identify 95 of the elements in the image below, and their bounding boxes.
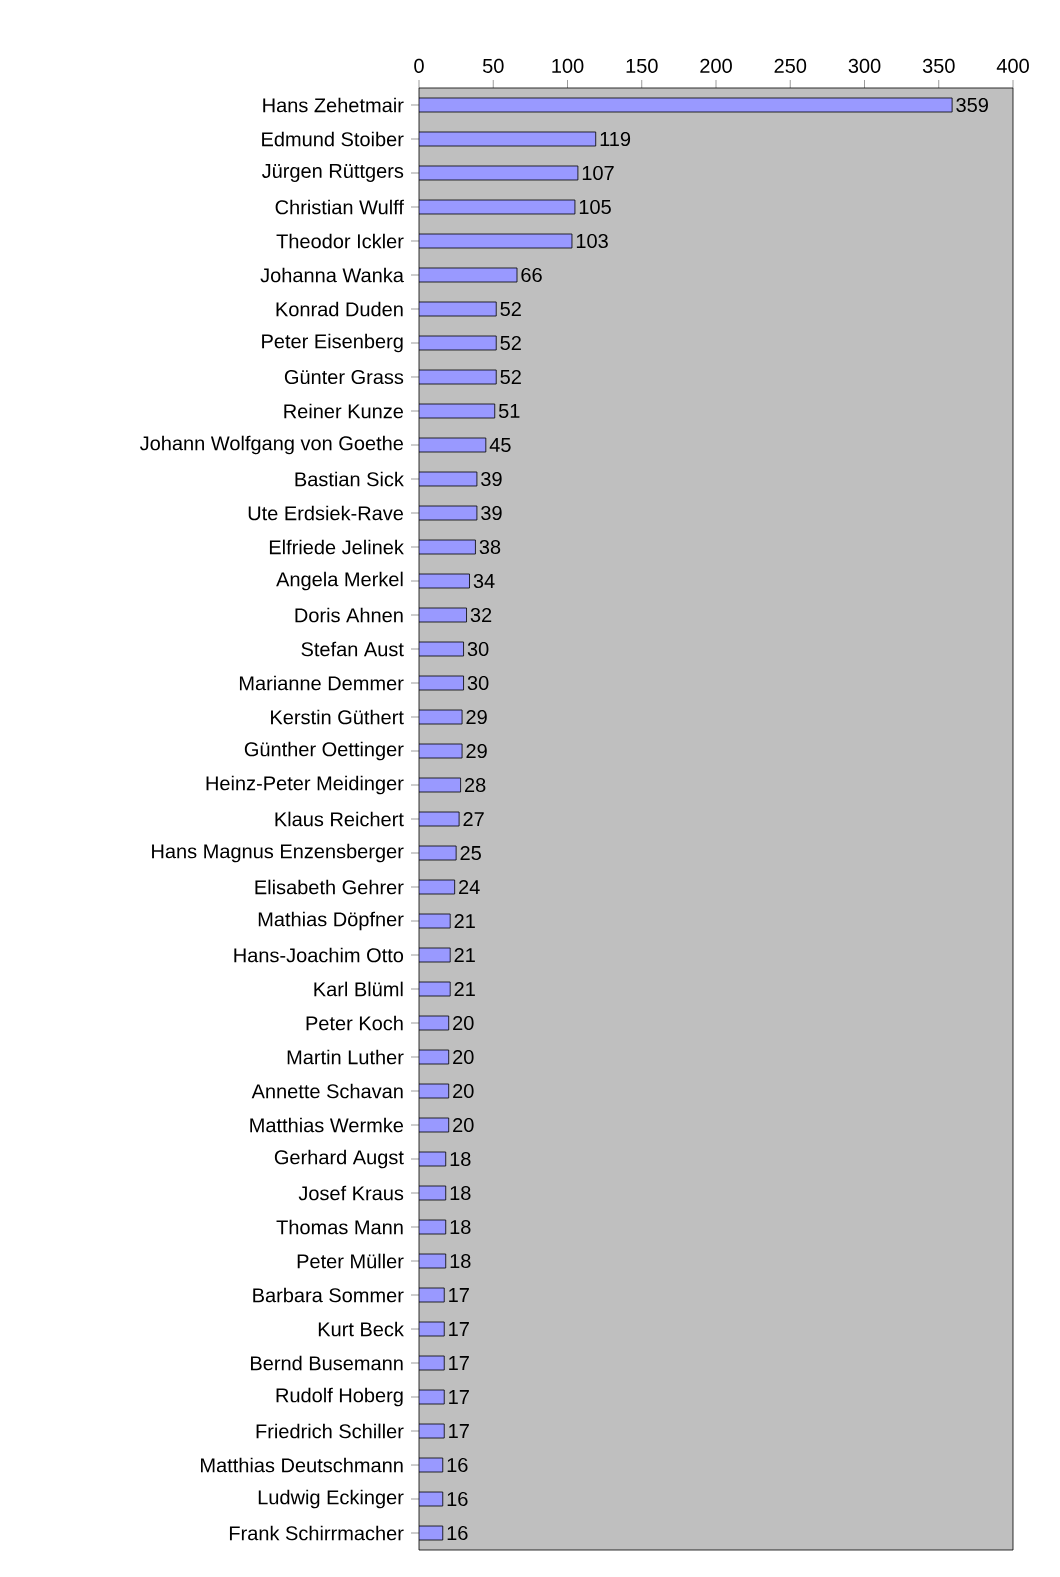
y-tick-label: Peter Eisenberg xyxy=(262,333,403,353)
data-label: 51 xyxy=(498,404,520,418)
data-label: 38 xyxy=(479,539,501,555)
y-tick-label: Marianne Demmer xyxy=(239,675,404,691)
data-label: 359 xyxy=(956,97,988,113)
data-label: 24 xyxy=(459,880,480,894)
data-label: 34 xyxy=(473,573,495,589)
data-label: 39 xyxy=(481,505,502,521)
y-tick-label: Mathias Döpfner xyxy=(258,911,404,931)
data-label: 52 xyxy=(500,335,521,351)
data-label: 20 xyxy=(453,1117,474,1133)
data-label: 18 xyxy=(450,1185,471,1201)
data-label: 17 xyxy=(449,1390,469,1404)
y-tick-label: Edmund Stoiber xyxy=(262,131,404,147)
y-tick-label: Konrad Duden xyxy=(276,301,403,317)
y-tick-label: Matthias Wermke xyxy=(250,1117,404,1133)
y-tick-label: Johann Wolfgang von Goethe xyxy=(139,435,403,455)
data-label: 119 xyxy=(600,131,631,147)
x-tick-label: 200 xyxy=(700,58,732,73)
y-tick-label: Angela Merkel xyxy=(276,571,403,591)
data-label: 66 xyxy=(521,267,542,283)
y-tick-label: Hans Magnus Enzensberger xyxy=(152,843,404,863)
y-tick-label: Gerhard Augst xyxy=(274,1149,404,1169)
data-label: 30 xyxy=(467,675,489,691)
y-tick-label: Theodor Ickler xyxy=(276,233,404,249)
x-tick-label: 150 xyxy=(626,58,658,73)
x-tick-label: 0 xyxy=(414,58,424,73)
data-label: 21 xyxy=(454,914,475,928)
y-tick-label: Thomas Mann xyxy=(276,1219,403,1235)
y-tick-label: Doris Ahnen xyxy=(295,607,403,623)
data-label: 45 xyxy=(489,438,511,452)
y-tick-label: Hans-Joachim Otto xyxy=(234,947,404,963)
y-tick-label: Bernd Busemann xyxy=(251,1355,403,1371)
y-tick-label: Peter Koch xyxy=(306,1015,403,1031)
y-tick-label: Friedrich Schiller xyxy=(256,1423,404,1439)
y-tick-label: Karl Blüml xyxy=(314,981,403,997)
y-tick-label: Rudolf Hoberg xyxy=(276,1387,403,1407)
y-tick-label: Johanna Wanka xyxy=(260,267,404,283)
data-label: 105 xyxy=(579,199,611,215)
x-tick-label: 50 xyxy=(482,58,504,73)
data-label: 18 xyxy=(450,1219,471,1235)
y-tick-label: Reiner Kunze xyxy=(284,403,403,419)
data-label: 29 xyxy=(466,709,487,725)
y-tick-label: Bastian Sick xyxy=(295,471,404,487)
y-tick-label: Matthias Deutschmann xyxy=(201,1457,403,1473)
data-label: 18 xyxy=(450,1151,471,1167)
data-label: 16 xyxy=(447,1457,468,1473)
y-tick-label: Barbara Sommer xyxy=(253,1287,404,1303)
y-tick-label: Christian Wulff xyxy=(275,199,404,215)
data-label: 29 xyxy=(466,743,487,759)
data-label: 27 xyxy=(463,812,484,826)
data-label: 16 xyxy=(447,1525,468,1541)
y-tick-label: Stefan Aust xyxy=(301,641,404,657)
data-label: 17 xyxy=(449,1424,469,1438)
data-label: 20 xyxy=(453,1083,474,1099)
y-tick-label: Peter Müller xyxy=(297,1253,404,1269)
data-label: 107 xyxy=(582,165,614,181)
data-label: 17 xyxy=(449,1322,469,1336)
data-label: 20 xyxy=(453,1049,474,1065)
y-tick-label: Martin Luther xyxy=(287,1049,404,1065)
data-label: 17 xyxy=(449,1356,469,1370)
data-label: 52 xyxy=(500,301,521,317)
y-tick-label: Ute Erdsiek-Rave xyxy=(248,505,403,521)
y-tick-label: Ludwig Eckinger xyxy=(258,1489,404,1509)
y-tick-label: Elisabeth Gehrer xyxy=(255,879,404,895)
y-tick-label: Jürgen Rüttgers xyxy=(261,164,404,182)
y-tick-label: Josef Kraus xyxy=(298,1185,404,1201)
data-label: 21 xyxy=(454,948,475,962)
data-label: 16 xyxy=(447,1491,468,1507)
y-tick-label: Günther Oettinger xyxy=(244,741,404,761)
data-label: 32 xyxy=(470,607,492,623)
data-label: 39 xyxy=(481,471,502,487)
data-label: 28 xyxy=(464,777,486,793)
data-label: 18 xyxy=(450,1253,471,1269)
data-label: 30 xyxy=(467,641,489,657)
data-label: 52 xyxy=(500,369,521,385)
y-tick-label: Hans Zehetmair xyxy=(263,97,404,113)
y-tick-label: Frank Schirrmacher xyxy=(229,1525,404,1541)
x-tick-label: 300 xyxy=(848,58,881,73)
data-label: 17 xyxy=(449,1288,469,1302)
y-tick-label: Elfriede Jelinek xyxy=(269,539,404,555)
y-tick-label: Günter Grass xyxy=(284,369,404,385)
y-tick-label: Klaus Reichert xyxy=(275,811,404,827)
x-tick-label: 100 xyxy=(552,58,584,73)
y-tick-label: Annette Schavan xyxy=(251,1083,403,1099)
x-tick-label: 350 xyxy=(922,58,955,73)
y-tick-label: Kurt Beck xyxy=(318,1321,404,1337)
data-label: 21 xyxy=(454,982,475,996)
y-tick-label: Kerstin Güthert xyxy=(271,709,404,725)
y-tick-label: Heinz-Peter Meidinger xyxy=(206,775,404,795)
x-tick-label: 250 xyxy=(774,58,807,73)
data-label: 20 xyxy=(453,1015,474,1031)
data-label: 103 xyxy=(576,233,608,249)
data-label: 25 xyxy=(460,845,481,861)
x-tick-label: 400 xyxy=(996,58,1029,73)
